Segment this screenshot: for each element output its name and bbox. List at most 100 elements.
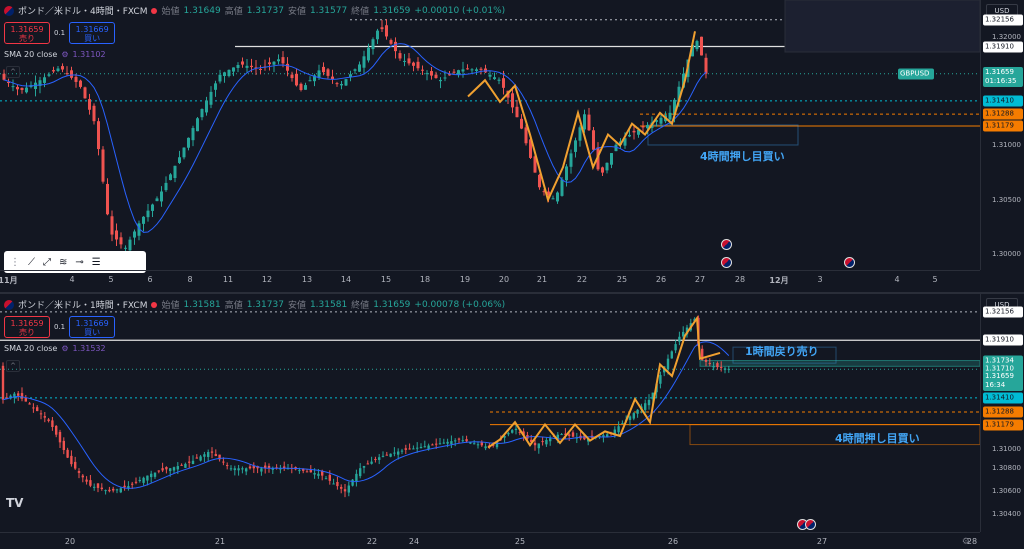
candle-body	[476, 444, 480, 446]
time-tick-label: 12	[261, 275, 273, 284]
plot-area-4h[interactable]: ポンド／米ドル・4時間・FXCM 始値 1.31649 高値 1.31737 安値 1…	[0, 0, 980, 273]
annotation-4h-buy[interactable]: 4時間押し目買い	[835, 432, 920, 445]
symbol-legend: ポンド／米ドル・1時間・FXCM 始値 1.31581 高値 1.31737 安値 1…	[4, 298, 505, 311]
candle-body	[362, 56, 366, 68]
candle-body	[283, 466, 286, 469]
buy-button[interactable]: 1.31669 買い	[69, 316, 116, 338]
candle-body	[155, 198, 159, 202]
candle-body	[389, 40, 393, 44]
time-axis-1h[interactable]: ⚙ 20 21 22 24 25 26 27 28	[0, 532, 980, 549]
candle-body	[142, 216, 145, 224]
candle-body	[272, 61, 276, 65]
sma-legend[interactable]: SMA 20 close ⚙ 1.31532	[4, 344, 106, 353]
spread-value: 0.1	[54, 29, 66, 37]
trend-line-icon[interactable]: ⟋	[28, 256, 35, 268]
candle-body	[522, 431, 525, 436]
candle-body	[551, 198, 555, 200]
collapse-legend-button[interactable]: ^	[6, 360, 20, 372]
candle-body	[308, 80, 312, 82]
candle-body	[142, 477, 145, 483]
economic-event-icon[interactable]	[721, 257, 732, 268]
candle-body	[670, 351, 673, 359]
last-price: 1.31659	[985, 67, 1014, 76]
candle-body	[628, 416, 632, 420]
candle-body	[419, 446, 423, 449]
candle-body	[353, 69, 357, 71]
drag-handle-icon[interactable]: ⋮	[10, 256, 20, 268]
candle-body	[110, 216, 114, 235]
change-value: +0.00010 (+0.01%)	[414, 5, 506, 16]
candle-body	[38, 80, 42, 86]
time-tick-label: 21	[214, 537, 226, 546]
candle-body	[454, 440, 457, 442]
sma-value: 1.31102	[72, 50, 106, 59]
ticker-badge: GBPUSD	[898, 68, 934, 80]
candle-body	[632, 413, 635, 419]
candle-body	[51, 420, 54, 427]
economic-event-icon[interactable]	[844, 257, 855, 268]
fib-icon[interactable]: ≋	[59, 256, 68, 268]
time-tick-label: 4	[894, 275, 900, 284]
candle-body	[465, 439, 468, 442]
tradingview-logo[interactable]: TV	[6, 496, 24, 510]
candle-body	[457, 70, 460, 75]
sell-button[interactable]: 1.31659 売り	[4, 316, 50, 338]
time-tick-label: 28	[734, 275, 746, 284]
candle-body	[232, 67, 235, 72]
collapse-legend-button[interactable]: ^	[6, 66, 20, 78]
sell-button[interactable]: 1.31659 売り	[4, 22, 50, 44]
candle-body	[565, 166, 568, 181]
zigzag-line	[467, 31, 696, 203]
time-axis-4h[interactable]: 11月 4 5 6 8 11 12 13 14 15 18 19 20 21 22 25 26 27 28 12月 3 4…	[0, 270, 980, 290]
candle-body	[13, 393, 16, 398]
symbol-title[interactable]: ポンド／米ドル・1時間・FXCM	[18, 301, 148, 311]
symbol-title[interactable]: ポンド／米ドル・4時間・FXCM	[18, 7, 148, 17]
price-badge: 1.31734	[983, 355, 1023, 367]
sma-settings-icon[interactable]: ⚙	[61, 50, 69, 59]
candle-body	[153, 472, 157, 477]
economic-event-icon[interactable]	[805, 519, 816, 530]
economic-event-icon[interactable]	[721, 239, 732, 250]
candle-body	[259, 68, 262, 70]
candle-body	[157, 470, 160, 472]
sma-settings-icon[interactable]: ⚙	[61, 344, 69, 353]
plot-area-1h[interactable]: ポンド／米ドル・1時間・FXCM 始値 1.31581 高値 1.31737 安値 1…	[0, 294, 980, 532]
horizontal-line-icon[interactable]: ⊸	[75, 256, 84, 268]
candle-body	[317, 473, 320, 476]
candle-body	[295, 73, 298, 86]
settings-gear-icon[interactable]: ⚙	[961, 537, 970, 547]
time-tick-label: 14	[340, 275, 352, 284]
sma-legend[interactable]: SMA 20 close ⚙ 1.31102	[4, 50, 106, 59]
time-tick-label: 26	[667, 537, 679, 546]
buy-button[interactable]: 1.31669 買い	[69, 22, 116, 44]
price-badge: 1.32156	[983, 306, 1023, 318]
candle-body	[58, 431, 62, 443]
price-axis-4h[interactable]: USD 1.32156 1.32000 1.31910 1.31410 1.31288 1…	[980, 0, 1024, 270]
chart-pane-1h[interactable]: ポンド／米ドル・1時間・FXCM 始値 1.31581 高値 1.31737 安値 1…	[0, 292, 1024, 549]
candle-body	[347, 485, 350, 493]
time-tick-label: 11	[222, 275, 234, 284]
candle-body	[571, 432, 575, 437]
time-tick-label: 6	[147, 275, 153, 284]
candle-body	[704, 359, 708, 362]
candle-body	[81, 475, 84, 478]
candle-body	[371, 39, 375, 50]
candle-body	[416, 447, 419, 449]
annotation-4h-buy[interactable]: 4時間押し目買い	[700, 150, 785, 163]
candle-body	[685, 327, 689, 335]
parallel-channel-icon[interactable]: ☰	[91, 256, 101, 268]
candle-body	[176, 466, 179, 470]
candle-body	[115, 230, 118, 240]
candle-body	[461, 440, 464, 442]
candle-body	[146, 210, 150, 218]
candle-body	[435, 443, 438, 445]
candle-body	[321, 470, 324, 476]
price-axis-1h[interactable]: USD 1.32156 1.31910 1.31734 1.31710 1.31410 1…	[980, 294, 1024, 532]
candle-body	[511, 93, 514, 108]
ray-icon[interactable]: ⤢	[43, 256, 51, 268]
bar-countdown: 01:16:35	[985, 76, 1017, 85]
candle-body	[695, 41, 699, 50]
chart-pane-4h[interactable]: ポンド／米ドル・4時間・FXCM 始値 1.31649 高値 1.31737 安値 1…	[0, 0, 1024, 290]
candle-body	[305, 471, 309, 473]
annotation-1h-sell[interactable]: 1時間戻り売り	[745, 345, 819, 358]
